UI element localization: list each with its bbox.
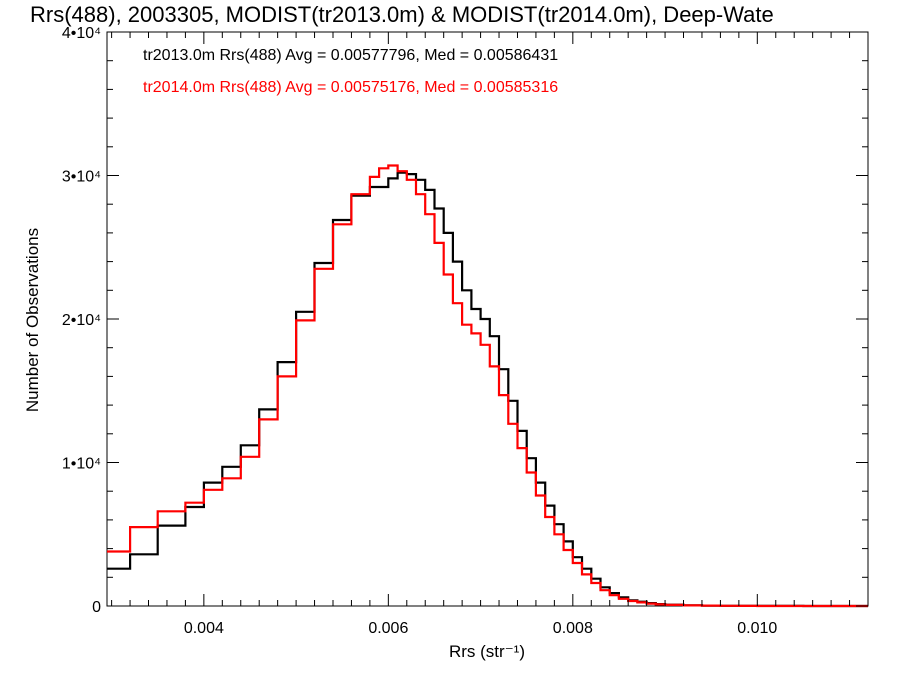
x-tick-label: 0.006 — [368, 620, 408, 637]
y-tick-label: 0 — [92, 599, 101, 616]
legend: tr2013.0m Rrs(488) Avg = 0.00577796, Med… — [143, 47, 558, 96]
y-tick-label: 4•10⁴ — [62, 25, 101, 42]
legend-entry-red-series: tr2014.0m Rrs(488) Avg = 0.00575176, Med… — [143, 79, 558, 96]
y-tick-label: 3•10⁴ — [62, 169, 101, 186]
legend-entry-black-series: tr2013.0m Rrs(488) Avg = 0.00577796, Med… — [143, 47, 558, 64]
y-tick-label: 1•10⁴ — [62, 456, 101, 473]
chart-title: Rrs(488), 2003305, MODIST(tr2013.0m) & M… — [30, 2, 774, 27]
x-axis-ticks: 0.004 0.006 0.008 0.010 — [111, 32, 869, 637]
x-tick-label: 0.004 — [184, 620, 224, 637]
x-tick-label: 0.010 — [737, 620, 777, 637]
y-axis-ticks: 0 1•10⁴ 2•10⁴ 3•10⁴ 4•10⁴ — [62, 25, 868, 616]
y-tick-label: 2•10⁴ — [62, 312, 101, 329]
series-layer — [107, 164, 868, 608]
series-line-1 — [107, 164, 868, 608]
series-line-0 — [107, 171, 868, 608]
x-tick-label: 0.008 — [553, 620, 593, 637]
x-axis-label: Rrs (str⁻¹) — [449, 642, 525, 661]
y-axis-label: Number of Observations — [23, 228, 42, 412]
